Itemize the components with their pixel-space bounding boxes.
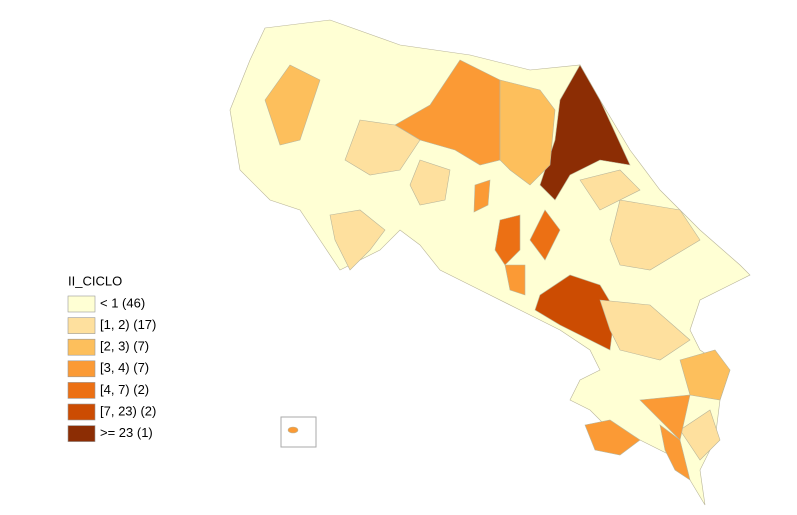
island: [287, 426, 299, 434]
region: [344, 119, 421, 176]
region: [264, 64, 321, 146]
region: [539, 64, 631, 201]
region: [494, 214, 521, 266]
legend-label: [7, 23) (2): [100, 403, 156, 418]
legend-title: II_CICLO: [68, 273, 122, 288]
map: [229, 19, 751, 506]
legend-label: [1, 2) (17): [100, 317, 156, 332]
region: [579, 169, 641, 211]
legend-label: >= 23 (1): [100, 425, 153, 440]
inset-box: [280, 416, 317, 448]
region: [473, 179, 491, 213]
region: [679, 409, 721, 461]
region: [529, 209, 561, 261]
region: [409, 159, 451, 206]
legend-swatch: [67, 425, 96, 442]
region: [329, 209, 386, 271]
legend-label: [3, 4) (7): [100, 360, 149, 375]
region: [609, 199, 701, 271]
legend-swatch: [67, 360, 96, 378]
region: [679, 349, 731, 401]
region: [504, 264, 526, 296]
region: [659, 424, 691, 481]
legend-swatch: [67, 317, 96, 334]
region: [584, 419, 641, 456]
legend-swatch: [67, 295, 96, 313]
legend: < 1 (46) [1, 2) (17) [2, 3) (7) [3, 4) (7) […: [67, 295, 156, 442]
legend-label: < 1 (46): [100, 295, 145, 310]
legend-swatch: [67, 338, 96, 356]
legend-label: [4, 7) (2): [100, 382, 149, 397]
legend-label: [2, 3) (7): [100, 339, 149, 354]
region: [534, 274, 616, 351]
region: [499, 79, 556, 186]
legend-swatch: [67, 403, 96, 421]
region: [599, 299, 691, 361]
legend-swatch: [67, 382, 96, 399]
